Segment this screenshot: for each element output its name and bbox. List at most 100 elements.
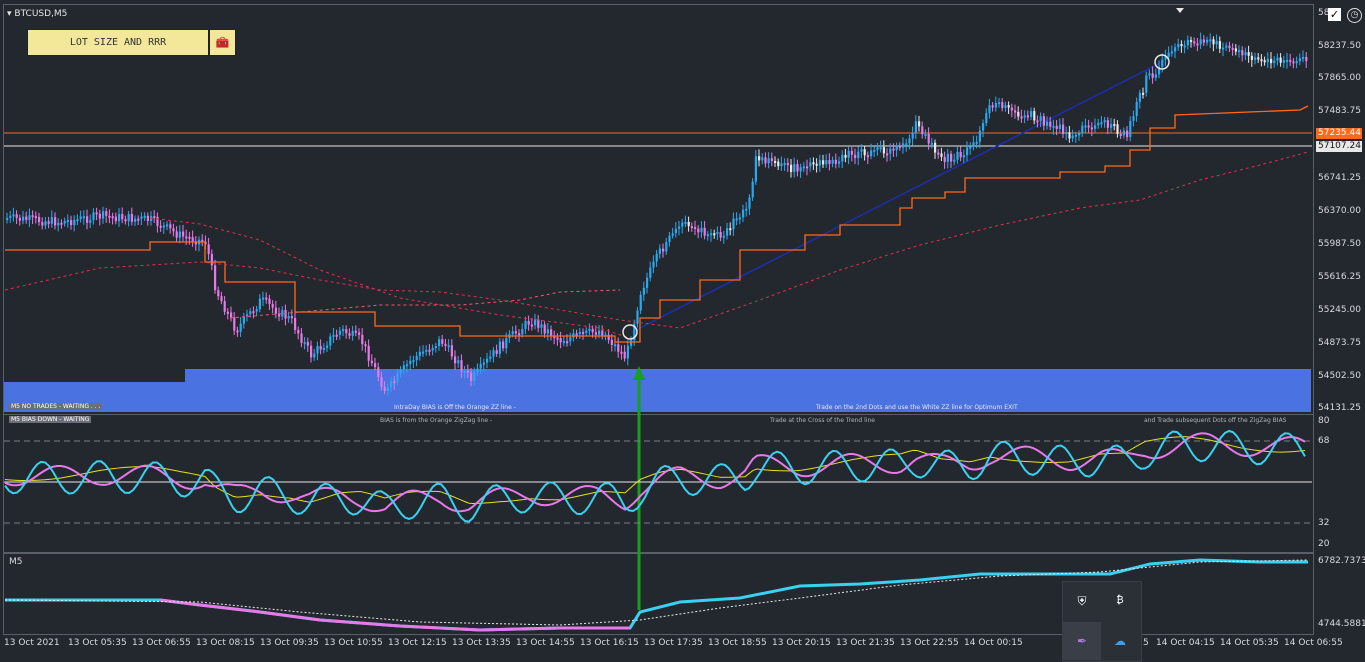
- candle-body: [1090, 127, 1093, 130]
- candle-body: [489, 356, 492, 359]
- candle-body: [642, 287, 645, 295]
- candle-body: [806, 166, 809, 169]
- clock-icon[interactable]: ◷: [1347, 8, 1362, 23]
- candle-body: [233, 317, 236, 331]
- candle-body: [249, 311, 252, 315]
- candle-body: [985, 113, 988, 124]
- candle-body: [1026, 115, 1029, 118]
- candle-body: [767, 158, 770, 164]
- candle-body: [18, 217, 21, 221]
- candle-body: [313, 353, 316, 358]
- candle-body: [1286, 59, 1289, 62]
- candle-body: [518, 333, 521, 336]
- candle-body: [444, 343, 447, 346]
- candle-body: [959, 151, 962, 158]
- candle-body: [374, 363, 377, 368]
- candle-body: [1270, 58, 1273, 64]
- checkbox-checked-icon[interactable]: ✓: [1328, 8, 1341, 21]
- candle-body: [1145, 75, 1148, 93]
- candle-body: [1030, 111, 1033, 117]
- feather-icon[interactable]: ✒: [1063, 622, 1101, 660]
- candle-body: [550, 329, 553, 336]
- candle-body: [268, 298, 271, 305]
- osc-label: 68: [1318, 436, 1330, 446]
- candle-body: [239, 323, 242, 332]
- ma-dashed-mid: [229, 289, 621, 319]
- time-label: 13 Oct 09:35: [260, 638, 319, 648]
- candle-body: [1154, 74, 1157, 78]
- candle-body: [908, 138, 911, 144]
- candle-body: [665, 242, 668, 252]
- shield-error-icon[interactable]: ⛨: [1077, 594, 1087, 608]
- candle-body: [713, 233, 716, 236]
- candle-body: [102, 211, 105, 219]
- osc-label: 32: [1318, 518, 1330, 528]
- candle-body: [1234, 48, 1237, 52]
- candle-body: [406, 364, 409, 367]
- lot-size-button[interactable]: LOT SIZE AND RRR: [27, 29, 209, 56]
- candle-body: [710, 233, 713, 236]
- candle-body: [873, 149, 876, 152]
- candle-body: [1106, 120, 1109, 128]
- time-label: 13 Oct 18:55: [708, 638, 767, 648]
- exit-marker: [1154, 54, 1170, 70]
- candle-body: [338, 330, 341, 335]
- y-label: 55987.50: [1318, 239, 1361, 249]
- candle-body: [633, 323, 636, 341]
- candle-body: [447, 345, 450, 348]
- candle-body: [761, 157, 764, 161]
- app-icon[interactable]: ₿: [1116, 595, 1124, 606]
- candle-body: [1116, 124, 1119, 134]
- candle-body: [793, 164, 796, 172]
- candle-body: [57, 222, 60, 226]
- candle-body: [1298, 58, 1301, 62]
- sub-axis-bottom: 4744.5881: [1318, 619, 1365, 629]
- candle-body: [956, 151, 959, 160]
- candle-body: [1218, 41, 1221, 49]
- oscillator-panel[interactable]: [3, 414, 1314, 553]
- candle-body: [1225, 45, 1228, 48]
- time-label: 13 Oct 12:15: [388, 638, 447, 648]
- sub-pink-line: [159, 598, 630, 632]
- candle-body: [121, 213, 124, 220]
- toolbox-icon[interactable]: 🧰: [209, 29, 236, 56]
- candle-body: [1046, 121, 1049, 126]
- candle-body: [953, 159, 956, 162]
- candle-body: [502, 341, 505, 349]
- candle-body: [1122, 130, 1125, 136]
- candle-body: [367, 345, 370, 361]
- candle-body: [799, 167, 802, 172]
- candle-body: [1055, 125, 1058, 129]
- candle-body: [674, 228, 677, 234]
- candle-body: [527, 320, 530, 325]
- candle-body: [892, 148, 895, 151]
- time-label: 13 Oct 08:15: [196, 638, 255, 648]
- candle-body: [351, 330, 354, 336]
- bias-orange-text: BIAS is from the Orange ZigZag line -: [380, 417, 493, 424]
- candle-body: [1263, 60, 1266, 63]
- candle-body: [319, 346, 322, 350]
- candle-body: [207, 244, 210, 254]
- candle-body: [975, 141, 978, 144]
- candle-body: [463, 370, 466, 373]
- trend-line: [631, 61, 1163, 333]
- time-label: 13 Oct 10:55: [324, 638, 383, 648]
- candle-body: [31, 215, 34, 218]
- candle-body: [274, 307, 277, 314]
- candle-body: [354, 330, 357, 333]
- sub-indicator-panel[interactable]: [3, 553, 1314, 635]
- candle-body: [1302, 56, 1305, 59]
- cloud-icon[interactable]: ☁: [1114, 634, 1126, 648]
- candle-body: [790, 164, 793, 172]
- candle-body: [825, 160, 828, 165]
- candle-body: [626, 345, 629, 359]
- triangle-down-icon[interactable]: ▾: [7, 9, 15, 19]
- candle-body: [130, 214, 133, 222]
- candle-body: [402, 365, 405, 370]
- candle-body: [1167, 52, 1170, 57]
- candle-body: [92, 212, 95, 221]
- candle-body: [1279, 57, 1282, 63]
- candle-body: [898, 145, 901, 148]
- candle-body: [287, 316, 290, 319]
- candle-body: [559, 338, 562, 343]
